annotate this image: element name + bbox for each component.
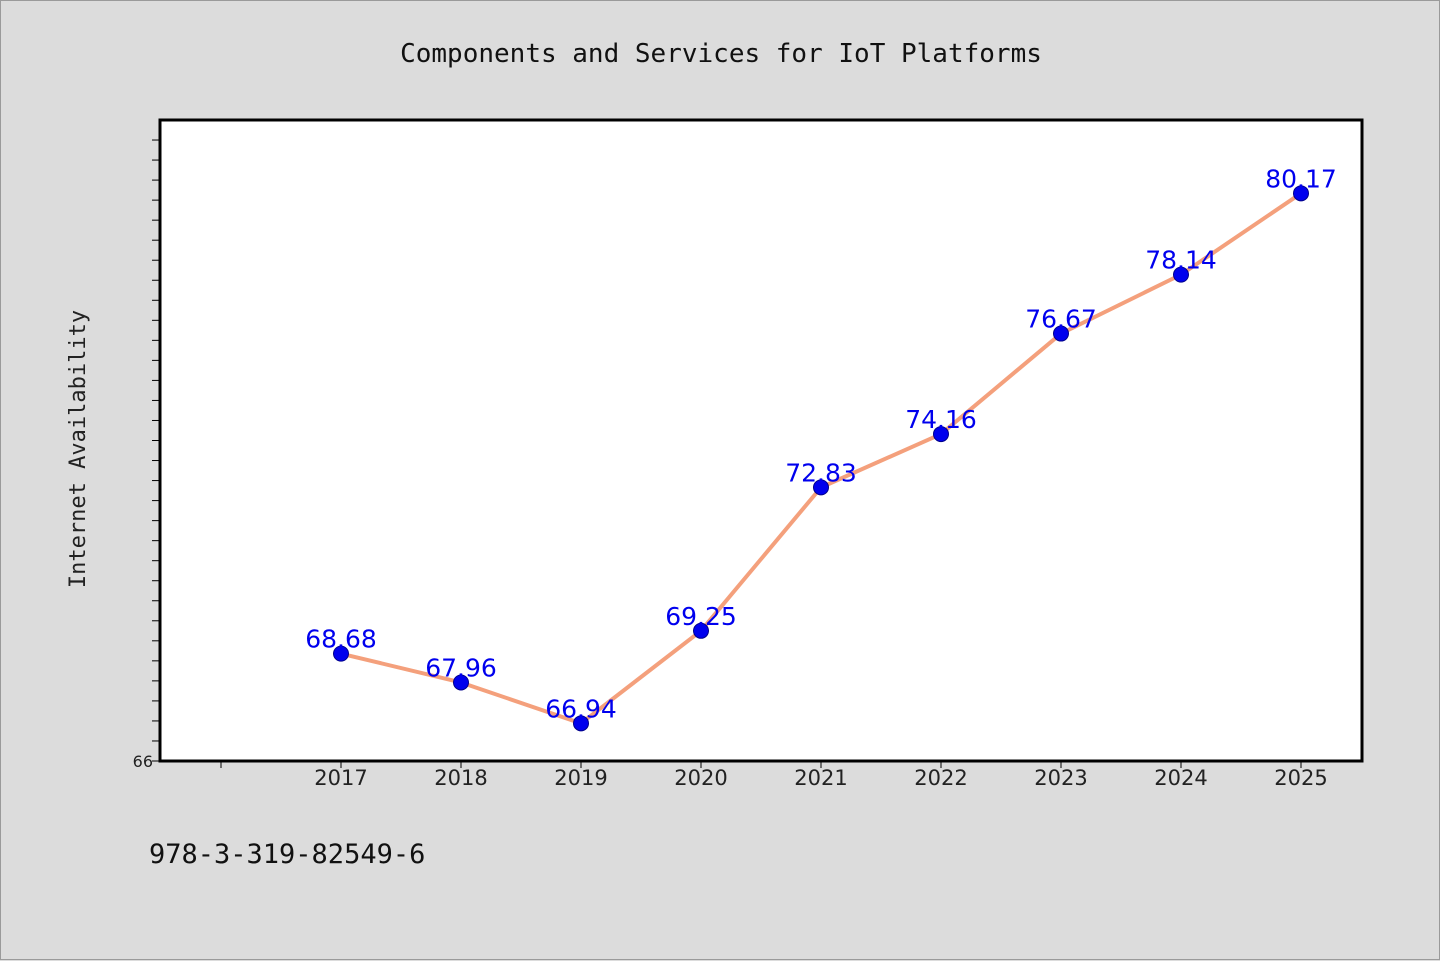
x-tick-label: 2018 [434,766,487,790]
data-labels: 68.68 67.96 66.94 69.25 72.83 74.16 76.67 78.14… [305,164,1337,723]
data-label: 67.96 [425,653,497,682]
x-tick-label: 2025 [1274,766,1327,790]
data-label: 66.94 [545,694,617,723]
data-point [693,622,709,639]
y-axis-ticks [152,139,160,762]
data-point [1173,266,1189,283]
x-axis-ticks: 2017 2018 2019 2020 2021 2022 2023 2024 2025 [220,761,1328,790]
data-point [333,645,349,662]
data-label: 80.17 [1265,164,1337,193]
y-tick-label: 66 [133,752,153,771]
data-point [1053,325,1069,342]
data-label: 76.67 [1025,305,1097,334]
data-label: 69.25 [665,602,737,631]
data-point [573,715,589,732]
data-point [813,479,829,496]
x-tick-label: 2023 [1034,766,1087,790]
x-tick-label: 2022 [914,766,967,790]
data-label: 68.68 [305,625,377,654]
isbn-footer: 978-3-319-82549-6 [149,839,425,870]
chart-title: Components and Services for IoT Platform… [400,39,1042,69]
x-tick-label: 2024 [1154,766,1207,790]
plot-area [158,118,1364,763]
data-point [1293,185,1309,202]
x-tick-label: 2019 [554,766,607,790]
data-label: 72.83 [785,458,857,487]
data-markers [333,185,1309,732]
data-label: 74.16 [905,405,977,434]
x-tick-label: 2017 [314,766,367,790]
y-axis-label: Internet Availability [66,310,91,588]
data-point [453,674,469,691]
x-tick-label: 2020 [674,766,727,790]
data-label: 78.14 [1145,246,1217,275]
x-tick-label: 2021 [794,766,847,790]
data-point [933,426,949,443]
